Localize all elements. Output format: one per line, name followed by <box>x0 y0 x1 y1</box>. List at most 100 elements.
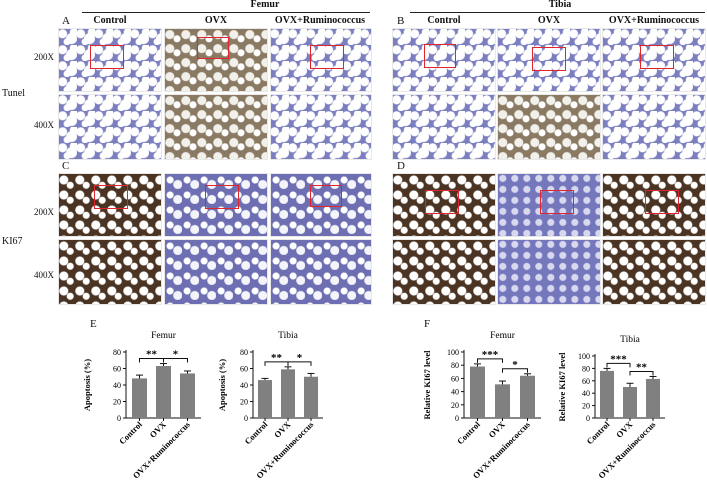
y-tick-label: 0 <box>455 414 459 423</box>
bar <box>623 387 637 418</box>
bar <box>520 375 535 418</box>
x-tick-label: OVX <box>147 419 168 440</box>
col-header-ovxrum-tibia: OVX+Ruminococcus <box>608 15 700 26</box>
y-tick-label: 40 <box>113 381 121 390</box>
zoom-box-c-ovxrum <box>310 185 342 207</box>
micrograph-a-ovx-400x <box>164 94 268 160</box>
bar <box>646 378 660 418</box>
micrograph-d-ovx-200x <box>497 173 601 237</box>
x-tick-label: Control <box>455 419 482 446</box>
bar <box>470 366 485 418</box>
y-tick-label: 80 <box>113 348 121 357</box>
y-tick-label: 40 <box>240 381 248 390</box>
col-header-ovx-tibia: OVX <box>537 15 561 26</box>
bar <box>304 376 318 418</box>
bar <box>258 380 272 418</box>
y-tick-label: 60 <box>240 365 248 374</box>
col-header-control-femur: Control <box>93 15 127 26</box>
bar-chart-f-femur: Femur Relative KI67 level 0 20 40 60 80 100 Cont… <box>422 331 541 481</box>
group-title-tibia: Tibia <box>548 0 572 10</box>
micrograph-c-ovxrum-400x <box>270 239 372 305</box>
panel-letter-c: C <box>62 160 70 172</box>
y-tick-label: 0 <box>117 414 121 423</box>
row-label-tunel: Tunel <box>2 88 25 99</box>
significance-bracket <box>629 370 654 376</box>
tibia-header-rule <box>410 12 705 13</box>
bar <box>132 378 147 418</box>
micrograph-b-ovx-400x <box>497 94 601 160</box>
bar <box>495 384 510 418</box>
col-header-ovxrum-femur: OVX+Ruminococcus <box>274 15 366 26</box>
micrograph-a-ovxrum-200x <box>270 28 372 92</box>
micrograph-a-control-400x <box>58 94 162 160</box>
y-tick-label: 40 <box>451 388 459 397</box>
micrograph-a-control-200x <box>58 28 162 92</box>
panel-letter-a: A <box>62 15 70 27</box>
zoom-box-c-control <box>94 185 128 209</box>
y-axis-label: Apoptosis (%) <box>217 359 227 411</box>
micrograph-c-ovxrum-200x <box>270 173 372 237</box>
zoom-box-b-ovx <box>532 47 566 71</box>
zoom-box-a-ovx <box>197 37 229 59</box>
x-tick-label: OVX <box>486 419 507 440</box>
x-tick-label: Control <box>584 419 611 446</box>
mag-400x-a: 400X <box>34 120 54 130</box>
chart-title: Femur <box>151 331 177 341</box>
x-tick-label: Control <box>242 419 269 446</box>
significance-label: ** <box>271 352 283 364</box>
micrograph-b-control-200x <box>392 28 496 92</box>
y-tick-label: 60 <box>113 365 121 374</box>
zoom-box-b-control <box>424 44 456 68</box>
y-axis-label: Relative KI67 level <box>557 352 567 422</box>
micrograph-c-control-400x <box>58 239 162 305</box>
micrograph-d-control-400x <box>392 239 496 305</box>
significance-label: * <box>173 349 179 361</box>
zoom-box-a-control <box>90 45 124 69</box>
bar <box>281 369 295 418</box>
chart-title: Tibia <box>278 331 298 341</box>
panel-letter-b: B <box>397 15 405 27</box>
x-tick-label: Control <box>117 419 144 446</box>
zoom-box-d-control <box>425 190 459 214</box>
micrograph-b-ovx-200x <box>497 28 601 92</box>
y-tick-label: 20 <box>582 402 590 411</box>
chart-title: Tibia <box>620 335 640 345</box>
mag-200x-a: 200X <box>34 52 54 62</box>
bar <box>156 366 171 418</box>
significance-label: ** <box>146 349 158 361</box>
bar <box>180 373 195 418</box>
micrograph-d-ovxrum-200x <box>602 173 706 237</box>
group-title-femur: Femur <box>250 0 280 10</box>
micrograph-c-ovx-200x <box>164 173 268 237</box>
y-tick-label: 60 <box>582 377 590 386</box>
significance-bracket <box>606 362 631 368</box>
row-label-ki67: KI67 <box>2 236 23 247</box>
micrograph-d-ovxrum-400x <box>602 239 706 305</box>
micrograph-b-control-400x <box>392 94 496 160</box>
zoom-box-d-ovxrum <box>645 190 679 214</box>
y-tick-label: 60 <box>451 374 459 383</box>
significance-bracket <box>287 361 312 366</box>
micrograph-d-ovx-400x <box>497 239 601 305</box>
chart-title: Femur <box>490 331 516 341</box>
y-tick-label: 80 <box>582 364 590 373</box>
significance-label: *** <box>610 353 627 365</box>
significance-bracket <box>163 358 188 363</box>
y-tick-label: 20 <box>451 401 459 410</box>
y-tick-label: 100 <box>578 352 590 361</box>
significance-bracket <box>502 368 528 373</box>
panel-letter-f: F <box>424 318 431 330</box>
significance-label: * <box>297 352 303 364</box>
micrograph-b-ovxrum-400x <box>602 94 706 160</box>
y-tick-label: 20 <box>113 398 121 407</box>
y-axis-label: Relative KI67 level <box>422 350 432 420</box>
y-tick-label: 100 <box>447 348 459 357</box>
micrograph-c-ovx-400x <box>164 239 268 305</box>
micrograph-c-control-200x <box>58 173 162 237</box>
mag-200x-c: 200X <box>34 207 54 217</box>
bar <box>600 370 614 418</box>
col-header-ovx-femur: OVX <box>204 15 228 26</box>
femur-header-rule <box>82 12 370 13</box>
panel-letter-d: D <box>397 160 405 172</box>
